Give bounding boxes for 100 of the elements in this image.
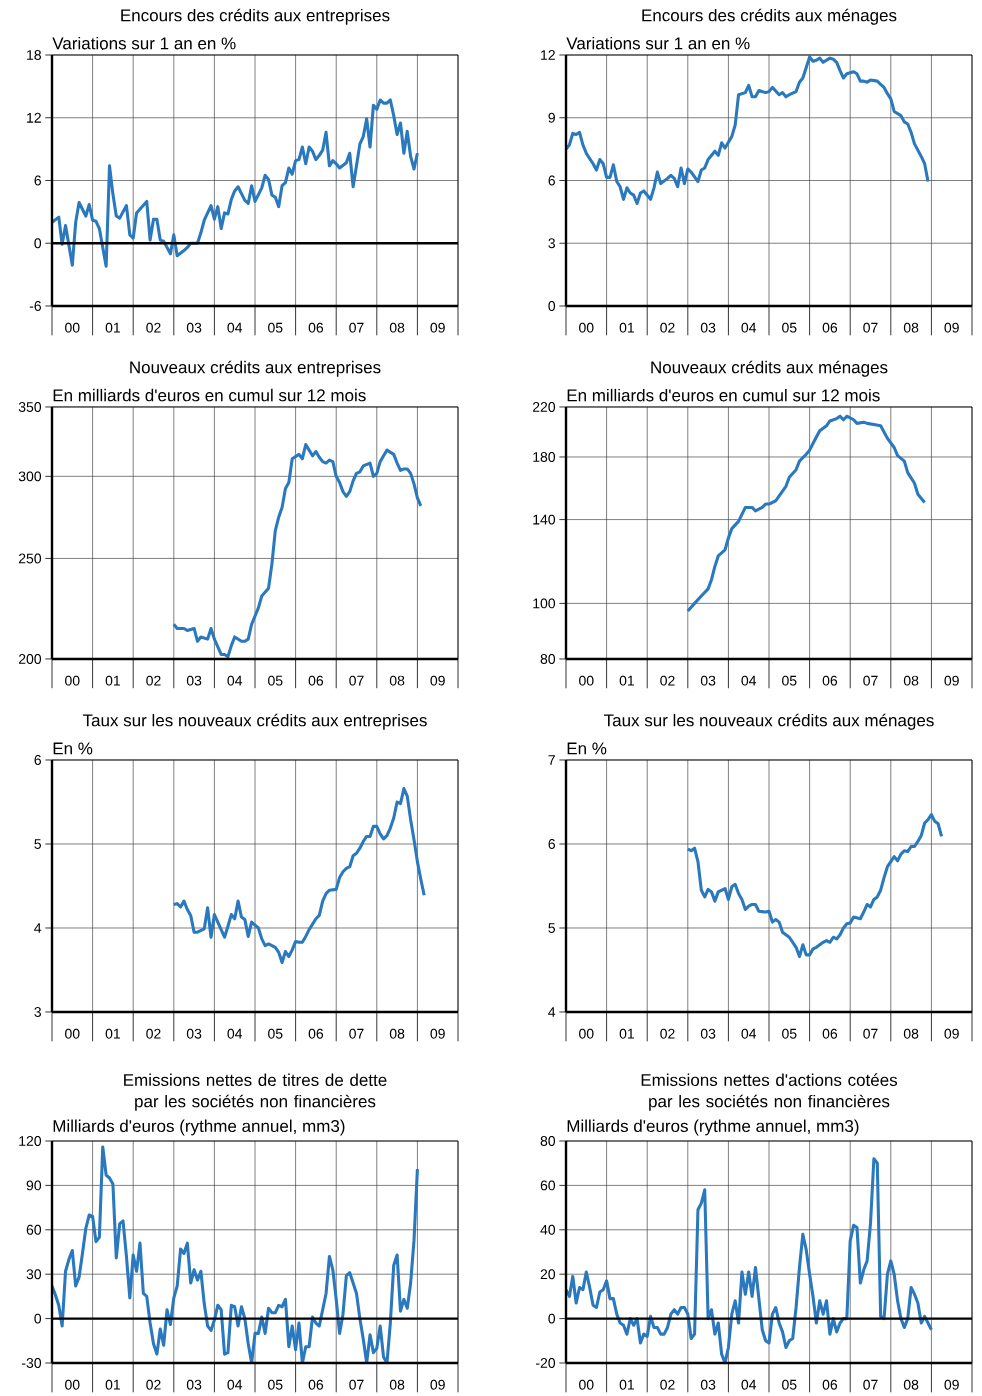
- y-tick-label: 30: [26, 1269, 42, 1280]
- x-tick-label: 04: [741, 675, 757, 686]
- y-tick-label: 140: [533, 514, 556, 525]
- y-tick-label: 5: [34, 839, 42, 849]
- x-tick-label: 07: [863, 1028, 878, 1039]
- y-tick-label: -6: [29, 301, 41, 311]
- chart-subtitle: Milliards d'euros (rythme annuel, mm3): [53, 1119, 345, 1136]
- chart-title: Encours des crédits aux ménages: [642, 8, 897, 25]
- y-tick-label: 300: [18, 471, 42, 482]
- x-tick-label: 08: [903, 322, 919, 333]
- x-tick-label: 02: [146, 1028, 161, 1039]
- x-tick-label: 08: [389, 322, 405, 333]
- chart-title: Emissions nettes de titres de dette par les sociétés non financières: [124, 1073, 387, 1111]
- x-tick-label: 06: [822, 1379, 838, 1390]
- x-tick-label: 07: [863, 1379, 878, 1390]
- chart-subtitle: En %: [53, 742, 93, 755]
- y-tick-label: 5: [548, 923, 556, 933]
- x-tick-label: 00: [65, 322, 80, 333]
- y-tick-label: 0: [34, 238, 42, 249]
- line-series: [686, 414, 927, 613]
- y-tick-label: 18: [27, 50, 41, 60]
- x-tick-label: 04: [227, 675, 243, 686]
- chart-subtitle: Milliards d'euros (rythme annuel, mm3): [567, 1119, 859, 1136]
- x-tick-label: 09: [430, 1379, 445, 1390]
- x-tick-label: 03: [186, 1028, 202, 1039]
- chart-subtitle: Variations sur 1 an en %: [52, 36, 236, 50]
- y-tick-label: 40: [540, 1224, 556, 1235]
- x-tick-label: 02: [660, 1028, 675, 1039]
- y-tick-label: 120: [19, 1136, 42, 1146]
- x-tick-label: 07: [349, 322, 364, 333]
- x-tick-label: 04: [227, 322, 243, 333]
- x-tick-label: 09: [944, 322, 959, 333]
- chart-title: Taux sur les nouveaux crédits aux entreprises: [82, 713, 427, 730]
- x-tick-label: 03: [700, 322, 716, 333]
- y-tick-label: 60: [540, 1180, 556, 1191]
- x-tick-label: 01: [619, 1028, 634, 1039]
- x-tick-label: 04: [227, 1379, 243, 1390]
- y-tick-label: 100: [533, 598, 556, 609]
- line-series: [566, 1157, 933, 1363]
- x-tick-label: 00: [65, 1379, 80, 1390]
- x-tick-label: 02: [660, 322, 675, 333]
- chart-title: Nouveaux crédits aux ménages: [651, 360, 888, 377]
- y-tick-label: 0: [548, 1313, 556, 1324]
- x-tick-label: 04: [741, 1028, 757, 1039]
- y-tick-label: 9: [548, 112, 555, 123]
- y-tick-label: 6: [34, 175, 41, 186]
- x-tick-label: 02: [146, 322, 161, 333]
- y-tick-label: 220: [532, 402, 556, 412]
- x-tick-label: 09: [430, 1028, 445, 1039]
- x-tick-label: 05: [782, 322, 797, 333]
- y-tick-label: 20: [540, 1269, 556, 1280]
- x-tick-label: 07: [349, 1028, 364, 1039]
- x-tick-label: 04: [227, 1028, 243, 1039]
- x-tick-label: 01: [105, 322, 120, 333]
- x-tick-label: 04: [741, 1379, 757, 1390]
- x-tick-label: 08: [389, 675, 405, 686]
- chart-title: Encours des crédits aux entreprises: [121, 8, 390, 25]
- x-tick-label: 05: [782, 675, 797, 686]
- x-tick-label: 01: [619, 322, 634, 333]
- x-tick-label: 08: [903, 1028, 919, 1039]
- x-tick-label: 09: [944, 675, 959, 686]
- y-tick-label: 7: [548, 755, 555, 765]
- y-tick-label: 12: [541, 50, 555, 60]
- x-tick-label: 03: [186, 322, 202, 333]
- y-tick-label: 180: [533, 452, 556, 462]
- x-tick-label: 02: [660, 1379, 675, 1390]
- x-tick-label: 07: [349, 1379, 364, 1390]
- x-tick-label: 05: [268, 675, 283, 686]
- y-tick-label: 12: [27, 112, 41, 123]
- x-tick-label: 03: [186, 675, 202, 686]
- y-tick-label: 6: [548, 175, 555, 186]
- x-tick-label: 01: [105, 675, 120, 686]
- y-tick-label: 4: [34, 923, 42, 933]
- chart-title: Emissions nettes d'actions cotées par les sociétés non financières: [641, 1073, 898, 1111]
- y-tick-label: 80: [540, 654, 556, 664]
- line-series: [172, 787, 426, 964]
- x-tick-label: 05: [268, 1379, 283, 1390]
- x-tick-label: 08: [389, 1379, 405, 1390]
- x-tick-label: 06: [308, 322, 324, 333]
- x-tick-label: 01: [105, 1379, 120, 1390]
- line-series: [172, 442, 423, 659]
- x-tick-label: 06: [822, 322, 838, 333]
- x-tick-label: 07: [863, 675, 878, 686]
- x-tick-label: 06: [308, 1028, 324, 1039]
- x-tick-label: 01: [619, 1379, 634, 1390]
- x-tick-label: 05: [268, 322, 283, 333]
- x-tick-label: 05: [782, 1028, 797, 1039]
- y-tick-label: 3: [34, 1007, 41, 1017]
- chart-subtitle: Variations sur 1 an en %: [566, 36, 750, 50]
- x-tick-label: 01: [619, 675, 634, 686]
- chart-subtitle: En milliards d'euros en cumul sur 12 mois: [567, 388, 880, 402]
- y-tick-label: 0: [34, 1313, 42, 1324]
- y-tick-label: 250: [18, 553, 42, 564]
- y-tick-label: 6: [548, 839, 555, 849]
- y-tick-label: 3: [548, 238, 555, 249]
- x-tick-label: 09: [430, 322, 445, 333]
- x-tick-label: 00: [65, 675, 80, 686]
- chart-subtitle: En %: [567, 742, 607, 755]
- y-tick-label: -30: [22, 1358, 42, 1368]
- x-tick-label: 09: [430, 675, 445, 686]
